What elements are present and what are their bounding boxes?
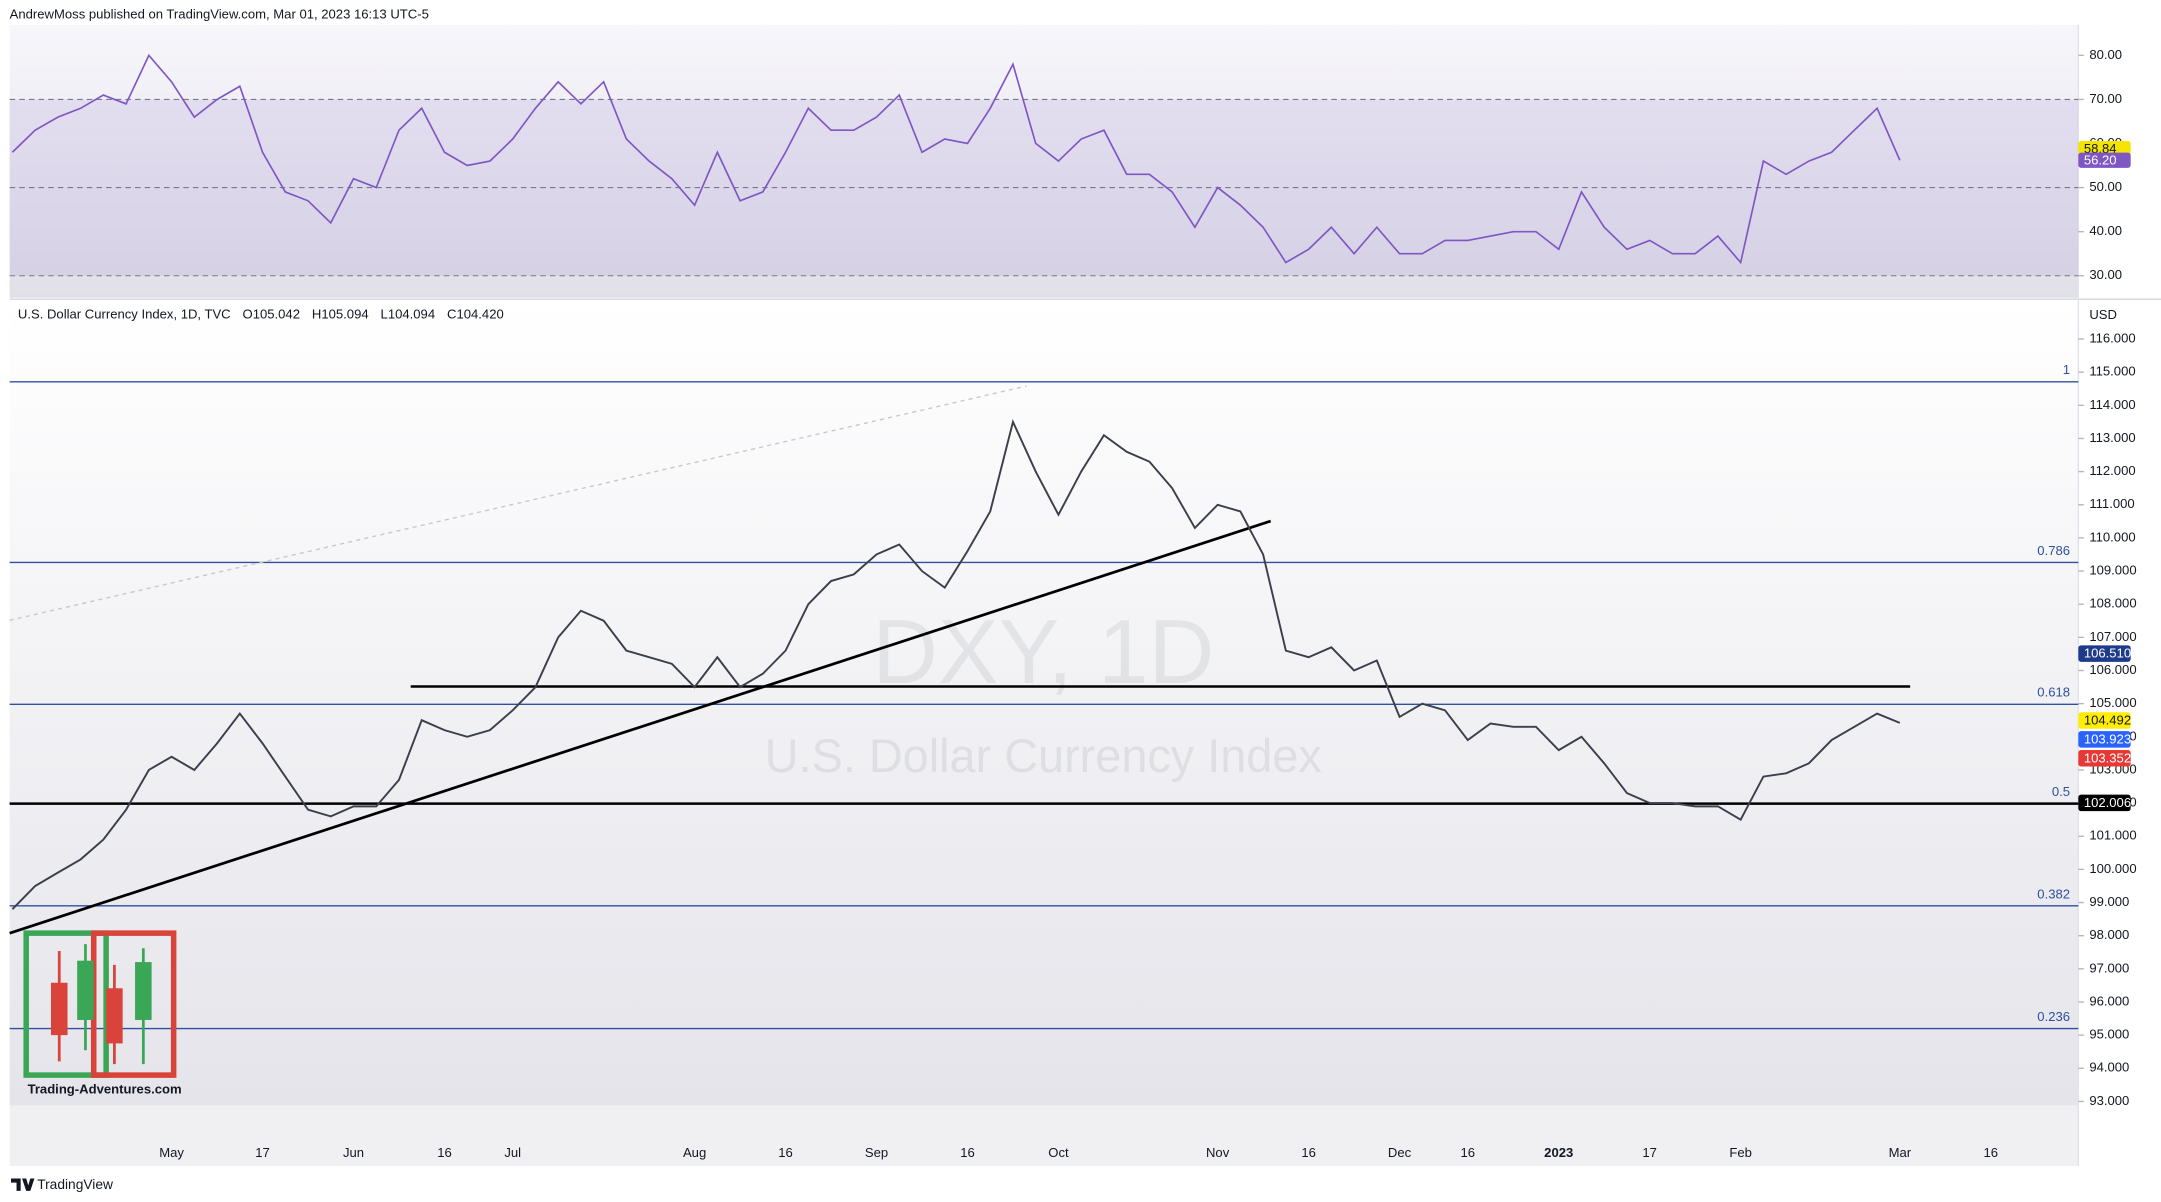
logo-candle — [135, 962, 152, 1020]
y-tick-label: 115.000 — [2089, 364, 2135, 379]
y-tick-label: 106.000 — [2089, 662, 2136, 677]
x-tick-label: Jun — [343, 1145, 364, 1160]
y-tick-label: 95.000 — [2089, 1027, 2129, 1042]
logo-candle — [106, 988, 123, 1044]
footer: TradingView — [11, 1177, 113, 1192]
overlay: DXY, 1D U.S. Dollar Currency Index — [9, 385, 2079, 935]
publisher-line: AndrewMoss published on TradingView.com,… — [10, 7, 429, 22]
y-tick-label: 108.000 — [2089, 596, 2136, 611]
y-tick-label: 112.000 — [2089, 463, 2135, 478]
price-tag — [2078, 731, 2131, 748]
y-tick-label: 50.00 — [2089, 179, 2122, 194]
x-tick-label: 16 — [1460, 1145, 1475, 1160]
y-tick-label: 116.000 — [2089, 330, 2135, 345]
y-tick-label: 94.000 — [2089, 1060, 2129, 1075]
x-tick-label: 16 — [1984, 1145, 1999, 1160]
price-tag — [2078, 794, 2131, 812]
watermark-name: U.S. Dollar Currency Index — [765, 730, 1322, 782]
low-value: L104.094 — [381, 307, 436, 322]
x-tick-label: May — [159, 1145, 184, 1160]
y-tick-label: 98.000 — [2089, 927, 2129, 942]
y-tick-label: 114.000 — [2089, 397, 2135, 412]
price-tag — [2078, 152, 2131, 168]
fib-label: 0.618 — [2037, 685, 2070, 700]
price-tag-label: 103.352 — [2084, 750, 2131, 765]
y-tick-label: 101.000 — [2089, 828, 2136, 843]
fib-label: 0.236 — [2037, 1009, 2070, 1024]
x-tick-label: 17 — [255, 1145, 270, 1160]
close-value: C104.420 — [447, 307, 504, 322]
x-tick-label: 16 — [960, 1145, 975, 1160]
y-tick-label: 100.000 — [2089, 861, 2136, 876]
x-tick-label: Mar — [1889, 1145, 1912, 1160]
watermark-symbol: DXY, 1D — [872, 602, 1214, 703]
y-tick-label: 70.00 — [2089, 91, 2122, 106]
logo-text: Trading-Adventures.com — [28, 1082, 182, 1097]
x-tick-label: 17 — [1642, 1145, 1657, 1160]
x-tick-label: Feb — [1729, 1145, 1752, 1160]
projection-line — [9, 385, 1027, 621]
price-tag-label: 56.20 — [2084, 152, 2117, 167]
price-tag — [2078, 645, 2131, 662]
y-tick-label: 80.00 — [2089, 47, 2122, 62]
x-tick-label: Oct — [1048, 1145, 1069, 1160]
y-tick-label: 107.000 — [2089, 629, 2136, 644]
y-tick-label: 110.000 — [2089, 529, 2135, 544]
high-value: H105.094 — [312, 307, 369, 322]
price-panel — [9, 300, 2079, 1106]
x-tick-label: Sep — [865, 1145, 888, 1160]
fib-label: 0.5 — [2052, 784, 2070, 799]
x-tick-label: 16 — [1301, 1145, 1316, 1160]
y-tick-label: 111.000 — [2089, 496, 2134, 511]
price-tag-label: 58.84 — [2084, 141, 2117, 156]
time-axis — [9, 1105, 2079, 1167]
open-value: O105.042 — [243, 307, 300, 322]
price-tag — [2078, 712, 2131, 729]
price-tag-label: 103.923 — [2084, 731, 2131, 746]
symbol-legend: U.S. Dollar Currency Index, 1D, TVC O105… — [18, 307, 504, 322]
y-tick-label: 109.000 — [2089, 563, 2136, 578]
x-tick-label: 16 — [778, 1145, 793, 1160]
currency-unit: USD — [2089, 307, 2117, 322]
x-tick-label: Dec — [1388, 1145, 1412, 1160]
y-tick-label: 97.000 — [2089, 960, 2129, 975]
price-tag — [2078, 141, 2131, 157]
price-tag — [2078, 750, 2131, 767]
y-tick-label: 99.000 — [2089, 894, 2129, 909]
price-tag-label: 104.492 — [2084, 713, 2131, 728]
fib-label: 1 — [2063, 362, 2070, 377]
trend-line — [9, 519, 1272, 935]
logo: Trading-Adventures.com — [23, 930, 182, 1097]
rsi-panel — [9, 24, 2079, 298]
logo-candle — [77, 960, 94, 1020]
y-tick-label: 105.000 — [2089, 695, 2136, 710]
price-tag-label: 106.510 — [2084, 646, 2131, 661]
brand-icon — [11, 1178, 35, 1191]
y-tick-label: 30.00 — [2089, 267, 2122, 282]
x-tick-label: Jul — [504, 1145, 521, 1160]
logo-candle — [50, 982, 68, 1036]
x-tick-label: Aug — [683, 1145, 706, 1160]
brand-name: TradingView — [37, 1177, 113, 1192]
price-tag-label: 102.006 — [2084, 795, 2131, 810]
fib-label: 0.786 — [2037, 543, 2070, 558]
x-tick-label: 16 — [437, 1145, 452, 1160]
x-tick-label: 2023 — [1544, 1145, 1573, 1160]
y-tick-label: 96.000 — [2089, 993, 2129, 1008]
fib-label: 0.382 — [2037, 886, 2070, 901]
rsi-line — [11, 53, 1901, 265]
y-tick-label: 93.000 — [2089, 1093, 2129, 1108]
symbol-title: U.S. Dollar Currency Index, 1D, TVC — [18, 307, 231, 322]
y-tick-label: 113.000 — [2089, 430, 2135, 445]
x-tick-label: Nov — [1206, 1145, 1230, 1160]
price-line — [11, 418, 1901, 910]
y-tick-label: 40.00 — [2089, 223, 2122, 238]
